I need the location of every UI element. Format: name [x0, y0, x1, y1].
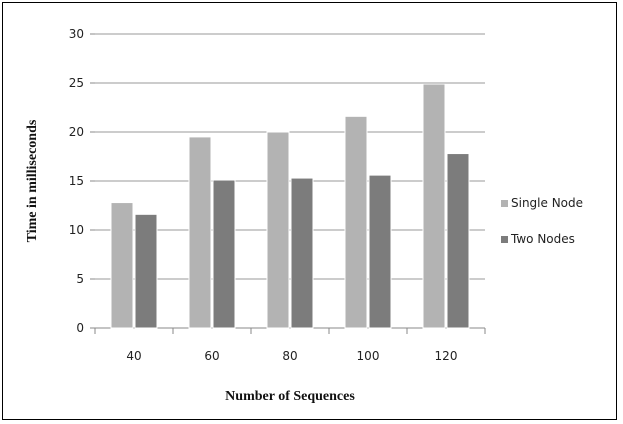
bar-two-nodes-80	[290, 177, 314, 329]
legend: Single Node Two Nodes	[501, 196, 583, 246]
bar-two-nodes-120	[446, 153, 470, 329]
bar-single-node-80	[266, 131, 290, 329]
x-tick-label-80: 80	[282, 349, 297, 363]
legend-label-two-nodes: Two Nodes	[510, 232, 575, 246]
y-tick-label-10: 10	[69, 223, 84, 237]
y-tick-label-15: 15	[69, 174, 84, 188]
legend-swatch-two-nodes	[501, 236, 508, 243]
bar-two-nodes-60	[212, 179, 236, 329]
bars	[110, 83, 470, 329]
bar-single-node-60	[188, 136, 212, 329]
tick-labels: 0 5 10 15 20 25 30 40 60 80 100 120	[69, 27, 486, 363]
x-tick-label-40: 40	[126, 349, 141, 363]
legend-label-single-node: Single Node	[511, 196, 583, 210]
bar-single-node-40	[110, 202, 134, 329]
x-tick-label-60: 60	[204, 349, 219, 363]
x-tick-label-100: 100	[357, 349, 380, 363]
x-tick-label-120: 120	[435, 349, 458, 363]
y-tick-label-30: 30	[69, 27, 84, 41]
y-tick-label-20: 20	[69, 125, 84, 139]
y-tick-label-0: 0	[76, 321, 84, 335]
x-axis-title: Number of Sequences	[225, 389, 355, 404]
y-axis-title: Time in milliseconds	[25, 119, 40, 242]
bar-single-node-120	[422, 83, 446, 329]
y-tick-label-25: 25	[69, 76, 84, 90]
bar-two-nodes-100	[368, 174, 392, 329]
y-tick-label-5: 5	[76, 272, 84, 286]
bar-single-node-100	[344, 115, 368, 329]
grid-lines	[95, 33, 485, 329]
bar-two-nodes-40	[134, 213, 158, 329]
legend-swatch-single-node	[501, 200, 508, 207]
